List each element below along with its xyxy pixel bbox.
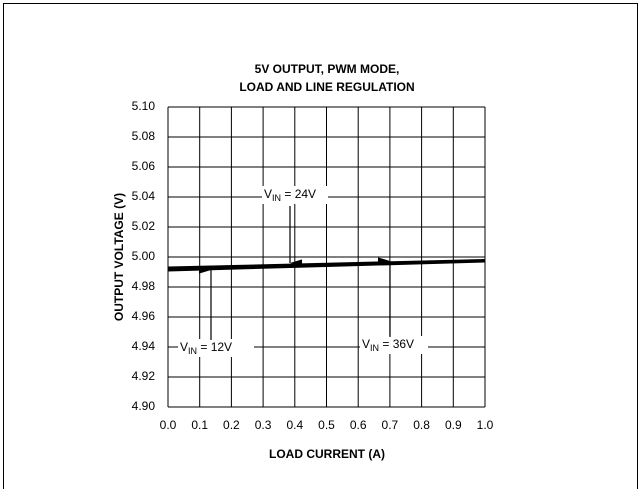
x-tick-label: 0.1 (191, 418, 208, 432)
y-tick-label: 4.98 (132, 279, 156, 293)
chart-title: LOAD AND LINE REGULATION (239, 80, 414, 94)
annotation-text: V (180, 340, 188, 354)
x-tick-label: 0.6 (350, 418, 367, 432)
y-tick-label: 5.00 (132, 249, 156, 263)
y-tick-label: 5.08 (132, 129, 156, 143)
x-tick-label: 0.4 (286, 418, 303, 432)
annotation-subscript: IN (370, 343, 379, 353)
y-tick-label: 4.90 (132, 399, 156, 413)
y-tick-label: 5.06 (132, 159, 156, 173)
annotation-suffix: = 24V (281, 187, 316, 201)
annotation-subscript: IN (272, 193, 281, 203)
x-axis-label: LOAD CURRENT (A) (269, 447, 385, 461)
x-tick-label: 0.2 (223, 418, 240, 432)
annotation-bg (360, 336, 428, 354)
annotation-text: V (362, 337, 370, 351)
y-tick-label: 5.02 (132, 219, 156, 233)
y-axis-label: OUTPUT VOLTAGE (V) (112, 193, 126, 321)
annotation: VIN = 36V (362, 337, 414, 353)
x-tick-label: 0.3 (255, 418, 272, 432)
x-tick-label: 0.7 (382, 418, 399, 432)
annotation: VIN = 12V (180, 340, 232, 356)
annotation-bg (178, 339, 254, 357)
y-tick-label: 4.94 (132, 339, 156, 353)
annotation-suffix: = 12V (197, 340, 232, 354)
x-tick-label: 0.8 (413, 418, 430, 432)
chart-title: 5V OUTPUT, PWM MODE, (255, 62, 400, 76)
annotation-subscript: IN (188, 346, 197, 356)
line (167, 259, 486, 269)
y-tick-label: 5.10 (132, 99, 156, 113)
x-tick-label: 0.5 (318, 418, 335, 432)
y-tick-label: 4.96 (132, 309, 156, 323)
x-tick-label: 0.9 (445, 418, 462, 432)
y-tick-label: 4.92 (132, 369, 156, 383)
x-tick-label: 0.0 (160, 418, 177, 432)
y-tick-label: 5.04 (132, 189, 156, 203)
x-tick-label: 1.0 (477, 418, 494, 432)
annotation: VIN = 24V (264, 187, 316, 203)
annotation-bg (262, 186, 328, 204)
frame (3, 3, 638, 489)
annotation-text: V (264, 187, 272, 201)
annotation-suffix: = 36V (379, 337, 414, 351)
